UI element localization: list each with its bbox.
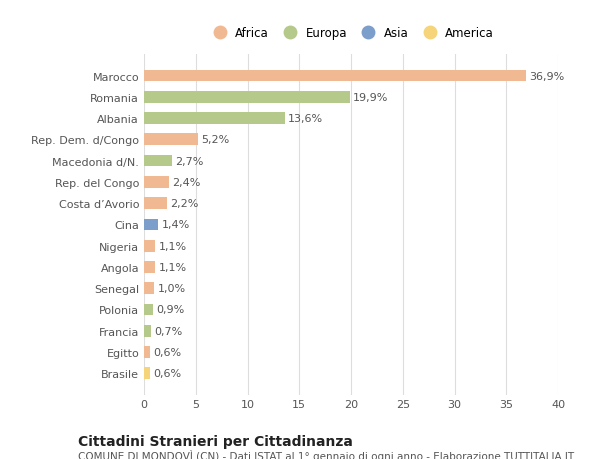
Bar <box>144 304 154 316</box>
Text: 1,0%: 1,0% <box>157 284 185 294</box>
Text: 2,4%: 2,4% <box>172 178 200 187</box>
Bar <box>144 113 285 125</box>
Text: 0,9%: 0,9% <box>157 305 185 315</box>
Legend: Africa, Europa, Asia, America: Africa, Europa, Asia, America <box>205 23 497 44</box>
Bar <box>144 262 155 273</box>
Bar <box>144 283 154 294</box>
Bar <box>144 92 350 103</box>
Text: 2,7%: 2,7% <box>175 156 203 166</box>
Text: 1,1%: 1,1% <box>158 263 187 272</box>
Text: 5,2%: 5,2% <box>201 135 229 145</box>
Text: COMUNE DI MONDOVÌ (CN) - Dati ISTAT al 1° gennaio di ogni anno - Elaborazione TU: COMUNE DI MONDOVÌ (CN) - Dati ISTAT al 1… <box>78 449 574 459</box>
Text: 13,6%: 13,6% <box>288 114 323 124</box>
Text: 0,6%: 0,6% <box>154 347 181 357</box>
Text: 1,1%: 1,1% <box>158 241 187 251</box>
Text: 2,2%: 2,2% <box>170 199 198 209</box>
Bar <box>144 134 198 146</box>
Text: 0,6%: 0,6% <box>154 369 181 379</box>
Text: Cittadini Stranieri per Cittadinanza: Cittadini Stranieri per Cittadinanza <box>78 434 353 448</box>
Bar <box>144 219 158 231</box>
Bar <box>144 71 526 82</box>
Text: 36,9%: 36,9% <box>529 71 564 81</box>
Text: 19,9%: 19,9% <box>353 93 388 102</box>
Bar <box>144 241 155 252</box>
Bar <box>144 156 172 167</box>
Bar <box>144 368 150 379</box>
Text: 0,7%: 0,7% <box>154 326 182 336</box>
Bar <box>144 198 167 209</box>
Bar <box>144 177 169 188</box>
Bar <box>144 347 150 358</box>
Bar <box>144 325 151 337</box>
Text: 1,4%: 1,4% <box>161 220 190 230</box>
